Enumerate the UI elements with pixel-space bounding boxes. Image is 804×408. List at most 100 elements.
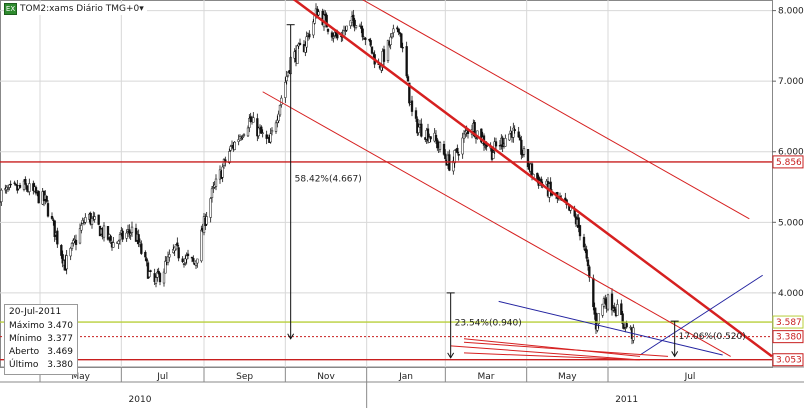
candle-body [214, 178, 218, 187]
candle-body [177, 247, 180, 259]
candle-body [508, 133, 511, 141]
y-tick-label: 5.000 [778, 218, 804, 228]
candle-body [277, 113, 280, 122]
candle-body [406, 76, 410, 82]
candle-body [520, 139, 523, 155]
candle-body [410, 100, 414, 112]
x-tick-label: Nov [317, 372, 335, 382]
candle-body [154, 277, 158, 284]
candle-body [256, 118, 259, 137]
candle-body [278, 104, 282, 116]
info-row-low: Mínimo 3.377 [9, 333, 73, 346]
candle-body [240, 137, 243, 140]
candle-body [162, 271, 166, 284]
info-value: 3.380 [47, 360, 73, 370]
candle-body [53, 220, 56, 237]
candle-body [594, 312, 598, 330]
candle-body [474, 137, 478, 139]
candle-body [60, 245, 63, 256]
y-tick-label: 7.000 [778, 77, 804, 87]
candle-body [164, 260, 167, 274]
candle-body [106, 226, 110, 240]
chart-icon: EX [4, 3, 17, 15]
x-tick-label: May [71, 372, 90, 382]
candle-body [34, 187, 38, 194]
candle-body [5, 187, 8, 190]
candle-body [233, 141, 236, 150]
candle-body [396, 27, 399, 30]
candle-body [270, 130, 274, 133]
trend-line-main [292, 0, 773, 358]
candle-body [249, 116, 252, 122]
candle-body [157, 270, 160, 275]
candle-body [416, 118, 419, 134]
candle-body [265, 134, 268, 139]
candle-body [452, 160, 455, 172]
candle-body [181, 258, 184, 263]
candle-body [466, 130, 470, 134]
candle-body [280, 97, 283, 105]
candle-body [493, 141, 496, 152]
candle-body [22, 180, 26, 190]
candle-body [24, 179, 27, 185]
info-row-open: Aberto 3.469 [9, 346, 73, 359]
candle-body [364, 37, 367, 40]
candle-body [480, 128, 483, 143]
candle-body [112, 242, 115, 248]
candle-body [50, 215, 54, 219]
chevron-down-icon[interactable]: ▾ [139, 4, 144, 14]
candle-body [246, 127, 250, 137]
candle-body [28, 183, 31, 192]
x-tick-label: May [558, 372, 577, 382]
candle-body [257, 127, 260, 137]
candle-body [261, 132, 264, 134]
candle-body [145, 258, 148, 262]
candle-body [610, 293, 614, 311]
candle-body [345, 25, 348, 31]
level-tag-label: 5.856 [776, 158, 802, 168]
candle-body [473, 122, 476, 137]
candle-body [221, 166, 224, 178]
candle-body [148, 271, 151, 278]
candle-body [252, 117, 255, 123]
candle-body [397, 28, 400, 33]
candle-body [90, 218, 94, 225]
candle-body [84, 217, 87, 223]
candle-body [229, 146, 232, 151]
y-tick-label: 8.000 [778, 7, 804, 17]
candle-body [349, 20, 352, 26]
y-tick-label: 4.000 [778, 289, 804, 299]
candle-body [426, 128, 430, 142]
candle-body [6, 188, 10, 190]
candle-body [326, 28, 330, 32]
candle-body [621, 313, 624, 324]
candle-body [61, 254, 64, 264]
candle-body [56, 230, 59, 245]
info-label: Último [9, 360, 39, 370]
candle-body [577, 217, 580, 228]
candle-body [604, 298, 607, 304]
candle-body [286, 71, 290, 77]
candle-body [405, 46, 408, 77]
candle-body [597, 313, 600, 324]
level-tag-label: 3.587 [776, 318, 802, 328]
candle-body [369, 40, 372, 46]
candle-body [13, 182, 16, 184]
plot-area [0, 0, 773, 368]
chart-title-bar[interactable]: EX TOM2:xams Diário TMG+0 ▾ [4, 3, 147, 15]
candle-body [325, 14, 328, 28]
candle-body [518, 137, 522, 141]
measure-arrowhead [447, 352, 455, 359]
candle-body [492, 152, 495, 159]
candle-body [129, 233, 132, 236]
info-label: Máximo [9, 321, 45, 331]
candle-body [308, 33, 311, 38]
candle-body [125, 232, 128, 239]
candle-body [616, 304, 619, 316]
candle-body [269, 133, 272, 143]
candle-body [109, 235, 112, 241]
x-tick-label: Jul [156, 372, 168, 382]
candle-body [260, 126, 263, 134]
candle-body [494, 141, 498, 147]
candle-body [536, 172, 539, 179]
